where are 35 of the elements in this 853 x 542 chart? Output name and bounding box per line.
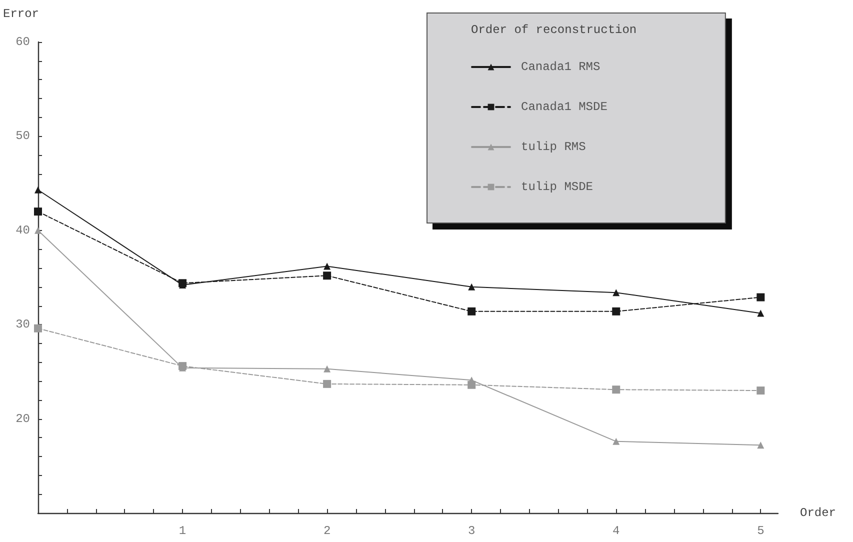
x-tick-label: 3 bbox=[468, 524, 476, 538]
legend-label: tulip MSDE bbox=[521, 180, 594, 194]
point bbox=[34, 226, 42, 234]
point bbox=[757, 442, 764, 449]
x-axis-title: Order bbox=[800, 506, 836, 520]
legend-label: Canada1 RMS bbox=[521, 60, 600, 74]
point bbox=[612, 386, 620, 394]
point bbox=[34, 208, 42, 216]
point bbox=[612, 307, 620, 316]
point bbox=[324, 365, 331, 372]
point bbox=[468, 283, 476, 290]
y-axis-title: Error bbox=[3, 7, 40, 21]
x-tick-label: 1 bbox=[178, 524, 186, 538]
y-tick-label: 50 bbox=[16, 129, 30, 144]
x-tick-label: 5 bbox=[757, 524, 764, 538]
point bbox=[756, 386, 765, 395]
legend-label: Canada1 MSDE bbox=[521, 100, 608, 114]
point bbox=[612, 289, 620, 296]
legend-label: tulip RMS bbox=[521, 140, 586, 154]
y-tick-label: 60 bbox=[16, 35, 30, 49]
y-tick-label: 20 bbox=[16, 412, 30, 426]
y-tick-label: 40 bbox=[16, 223, 30, 238]
point bbox=[756, 293, 765, 302]
x-tick-label: 2 bbox=[323, 524, 331, 538]
point bbox=[323, 272, 332, 280]
point bbox=[34, 186, 42, 194]
point bbox=[468, 307, 476, 316]
point bbox=[612, 438, 620, 445]
point bbox=[757, 310, 764, 317]
x-tick-label: 4 bbox=[612, 524, 620, 538]
y-tick-label: 30 bbox=[16, 318, 30, 332]
point bbox=[34, 324, 42, 332]
point bbox=[323, 380, 332, 388]
legend-title: Order of reconstruction bbox=[471, 23, 637, 37]
point bbox=[324, 262, 331, 270]
